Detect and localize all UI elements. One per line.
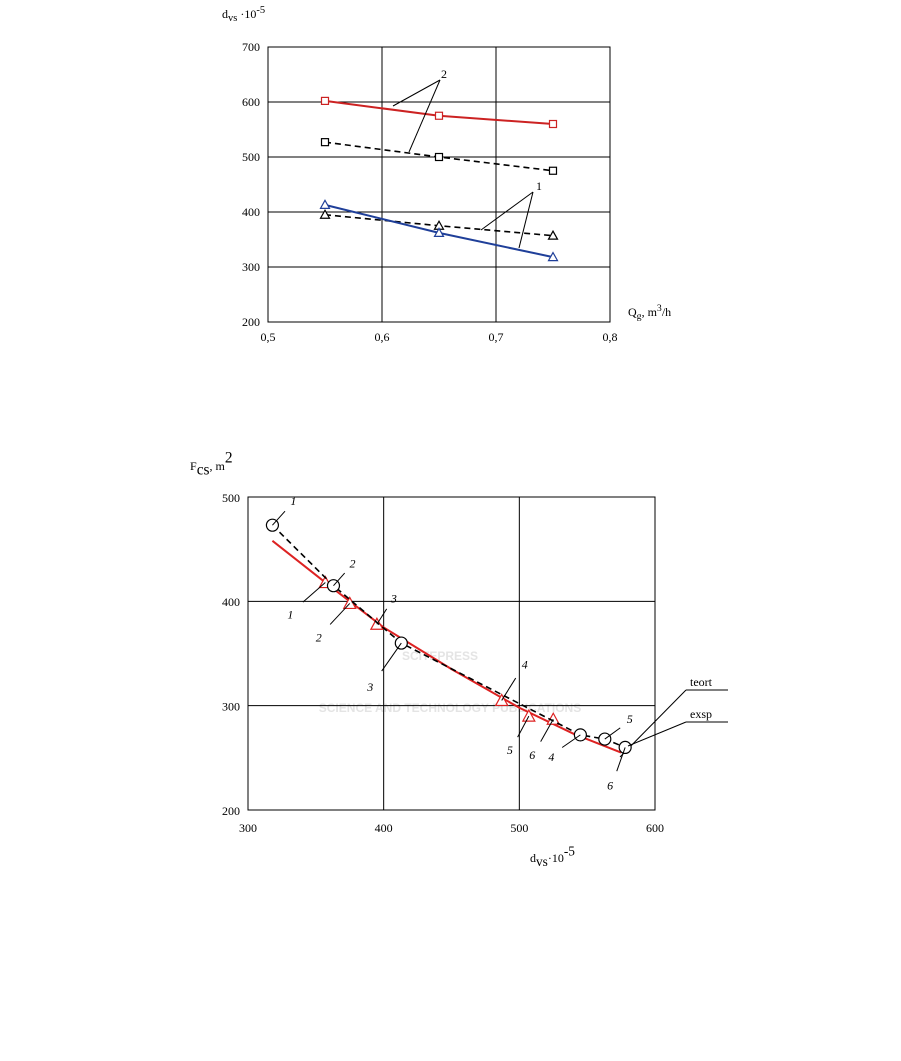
point-label: 1 (290, 494, 296, 508)
legend-label: exsp (690, 707, 712, 721)
x-axis-title-mid: ·10 (548, 851, 564, 865)
x-axis-title: dvs·10-5 (530, 843, 575, 868)
x-axis-title-sub: g (637, 311, 642, 322)
point-label: 6 (529, 748, 535, 762)
y-tick-label: 400 (242, 205, 260, 219)
y-axis-title-main: d (222, 7, 228, 21)
marker (521, 708, 536, 722)
y-axis-title-main: F (190, 459, 197, 473)
y-axis-title-mid: ·10 (237, 7, 256, 21)
marker (433, 227, 445, 237)
point-label: 5 (507, 743, 513, 757)
x-axis-title-sup: 3 (657, 303, 662, 314)
point-label: 1 (287, 608, 293, 622)
x-tick-label: 300 (239, 821, 257, 835)
y-axis-title-sub: cs (197, 461, 210, 478)
marker (319, 199, 331, 209)
x-axis-title-sub: vs (536, 854, 548, 869)
point-label: 2 (349, 557, 355, 571)
point-label: 4 (522, 657, 528, 671)
y-axis-title-sup: 2 (225, 449, 233, 466)
marker (548, 119, 558, 129)
label-leader (616, 747, 626, 772)
legend-label: teort (690, 675, 713, 689)
label-leader (604, 727, 621, 740)
label-leader (561, 734, 581, 748)
marker (434, 152, 444, 162)
label-leader (333, 572, 346, 587)
y-axis-title: dvs ·10-5 (222, 5, 265, 24)
annotation-leader (480, 191, 534, 231)
marker (434, 111, 444, 120)
label-leader (272, 510, 286, 526)
label-leader (381, 642, 402, 672)
point-label: 2 (316, 630, 322, 644)
x-axis-title-end: /h (662, 305, 671, 319)
y-tick-label: 500 (242, 150, 260, 164)
marker (320, 96, 330, 106)
label-leader (302, 582, 326, 603)
legend-leader (627, 721, 687, 747)
y-axis-title: Fcs, m2 (190, 449, 233, 478)
watermark-subtitle: SCIENCE AND TECHNOLOGY PUBLICATIONS (319, 701, 581, 715)
point-label: 4 (548, 750, 554, 764)
x-tick-label: 500 (510, 821, 528, 835)
y-axis-title-sup: -5 (256, 5, 265, 16)
marker (319, 209, 331, 219)
label-leader (329, 603, 351, 625)
marker (547, 229, 559, 240)
annotation: 2 (441, 67, 447, 81)
y-axis-title-mid: , m (210, 459, 226, 473)
annotation-leader (518, 191, 534, 249)
x-axis-title: Qg, m3/h (628, 303, 671, 322)
point-label: 6 (607, 778, 613, 792)
annotation: 1 (536, 179, 542, 193)
label-leader (376, 608, 388, 625)
x-axis-title-mid: , m (642, 305, 658, 319)
x-tick-label: 0,5 (261, 330, 276, 344)
plot-frame (267, 46, 611, 323)
x-tick-label: 400 (375, 821, 393, 835)
label-leader (501, 677, 517, 701)
annotation-leader (392, 79, 441, 107)
x-tick-label: 0,6 (375, 330, 390, 344)
annotation-leader (408, 79, 441, 153)
marker (548, 166, 558, 175)
x-axis-title-main: d (530, 851, 536, 865)
point-label: 3 (390, 591, 397, 605)
marker (547, 251, 559, 262)
y-tick-label: 700 (242, 40, 260, 54)
watermark-title: SCITEPRESS (402, 649, 478, 663)
x-tick-label: 600 (646, 821, 664, 835)
y-tick-label: 200 (222, 804, 240, 818)
series-line (271, 540, 622, 754)
y-tick-label: 300 (222, 700, 240, 714)
y-tick-label: 500 (222, 491, 240, 505)
label-leader (540, 718, 554, 742)
point-label: 3 (366, 680, 373, 694)
x-tick-label: 0,8 (603, 330, 618, 344)
x-tick-label: 0,7 (489, 330, 504, 344)
x-axis-title-sup: -5 (564, 843, 575, 858)
marker (320, 138, 330, 147)
y-tick-label: 600 (242, 95, 260, 109)
point-label: 5 (627, 712, 633, 726)
y-tick-label: 200 (242, 315, 260, 329)
x-axis-title-main: Q (628, 305, 637, 319)
y-tick-label: 400 (222, 595, 240, 609)
y-axis-title-sub: vs (228, 13, 237, 24)
label-leader (517, 715, 530, 738)
y-tick-label: 300 (242, 260, 260, 274)
